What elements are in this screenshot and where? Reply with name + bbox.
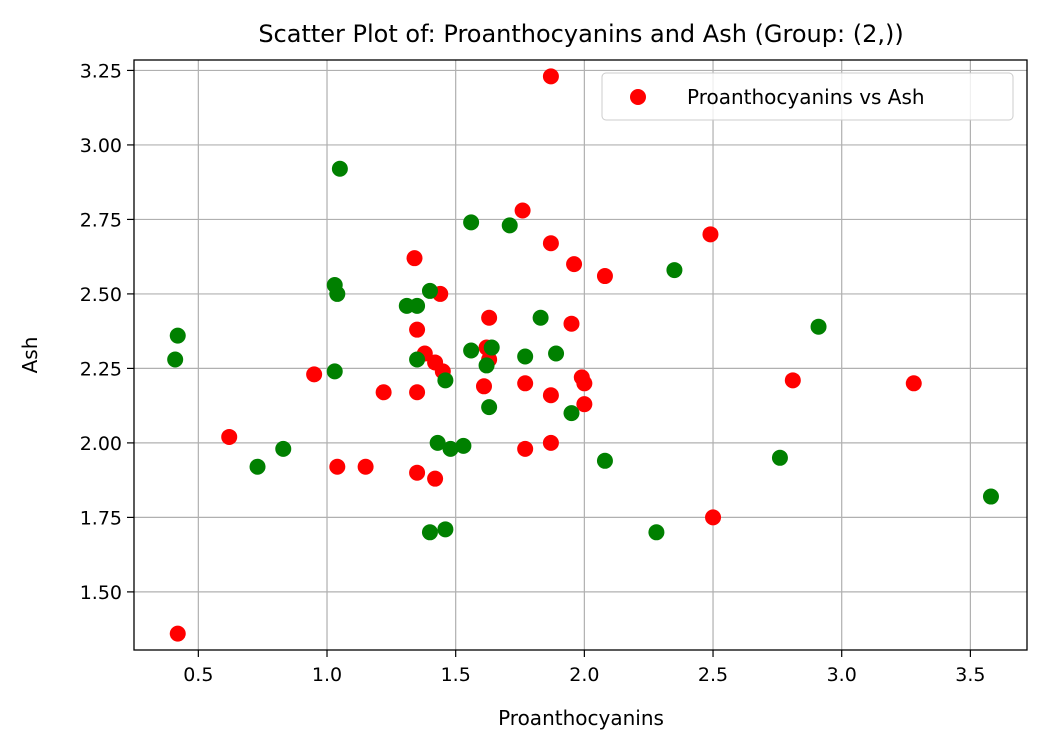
scatter-point-red <box>409 464 426 481</box>
scatter-point-red <box>475 378 492 395</box>
scatter-point-red <box>702 226 719 243</box>
axis-ticks: 0.5 1.0 1.5 2.0 2.5 3.0 3.5 1.50 1.75 2.00 2.25 2.5… <box>80 60 986 686</box>
scatter-point-red <box>542 434 559 451</box>
y-tick-label: 2.50 <box>80 284 122 306</box>
scatter-point-green <box>275 440 292 457</box>
y-tick-label: 3.25 <box>80 60 122 82</box>
chart-title: Scatter Plot of: Proanthocyanins and Ash… <box>258 20 903 48</box>
scatter-point-green <box>648 524 665 541</box>
scatter-point-red <box>563 315 580 332</box>
scatter-point-green <box>331 160 348 177</box>
scatter-point-green <box>409 351 426 368</box>
scatter-point-green <box>326 363 343 380</box>
scatter-point-red <box>221 428 238 445</box>
scatter-point-red <box>784 372 801 389</box>
y-tick-label: 2.75 <box>80 209 122 231</box>
scatter-point-green <box>666 262 683 279</box>
scatter-point-green <box>478 357 495 374</box>
scatter-point-red <box>705 509 722 526</box>
x-tick-label: 2.5 <box>698 664 728 686</box>
x-tick-label: 1.0 <box>312 664 342 686</box>
scatter-point-red <box>169 625 186 642</box>
y-tick-label: 1.75 <box>80 507 122 529</box>
scatter-point-red <box>514 202 531 219</box>
scatter-point-green <box>169 327 186 344</box>
x-tick-label: 0.5 <box>183 664 213 686</box>
scatter-point-green <box>437 521 454 538</box>
scatter-point-green <box>167 351 184 368</box>
y-tick-label: 2.25 <box>80 358 122 380</box>
scatter-point-green <box>421 524 438 541</box>
scatter-point-red <box>427 470 444 487</box>
scatter-point-red <box>542 387 559 404</box>
legend: Proanthocyanins vs Ash <box>601 72 1014 121</box>
scatter-point-green <box>517 348 534 365</box>
scatter-point-green <box>463 342 480 359</box>
scatter-point-green <box>771 449 788 466</box>
y-tick-label: 1.50 <box>80 582 122 604</box>
scatter-point-red <box>329 458 346 475</box>
legend-marker <box>630 89 646 105</box>
scatter-point-green <box>455 437 472 454</box>
scatter-point-green <box>501 217 518 234</box>
x-tick-label: 2.0 <box>569 664 599 686</box>
scatter-point-green <box>532 309 549 326</box>
scatter-point-green <box>982 488 999 505</box>
scatter-point-red <box>517 375 534 392</box>
scatter-point-red <box>542 68 559 85</box>
scatter-point-red <box>905 375 922 392</box>
scatter-point-green <box>563 405 580 422</box>
data-points <box>167 68 999 642</box>
grid-lines <box>134 60 1027 650</box>
scatter-point-red <box>517 440 534 457</box>
scatter-point-red <box>306 366 323 383</box>
scatter-point-green <box>481 399 498 416</box>
scatter-point-red <box>406 250 423 267</box>
x-tick-label: 3.5 <box>955 664 985 686</box>
x-tick-label: 1.5 <box>441 664 471 686</box>
legend-frame <box>601 72 1014 121</box>
scatter-point-red <box>566 256 583 273</box>
scatter-point-red <box>576 375 593 392</box>
y-axis-label: Ash <box>18 337 42 374</box>
scatter-point-red <box>375 384 392 401</box>
scatter-point-green <box>329 285 346 302</box>
scatter-point-green <box>437 372 454 389</box>
scatter-point-green <box>421 282 438 299</box>
y-tick-label: 2.00 <box>80 433 122 455</box>
scatter-point-green <box>442 440 459 457</box>
plot-frame <box>133 59 1028 651</box>
x-tick-label: 3.0 <box>827 664 857 686</box>
x-axis-label: Proanthocyanins <box>498 706 664 730</box>
legend-label: Proanthocyanins vs Ash <box>687 85 925 109</box>
y-tick-label: 3.00 <box>80 135 122 157</box>
scatter-point-red <box>576 396 593 413</box>
scatter-point-red <box>409 384 426 401</box>
scatter-point-green <box>810 318 827 335</box>
scatter-point-red <box>357 458 374 475</box>
scatter-point-green <box>429 434 446 451</box>
scatter-point-green <box>548 345 565 362</box>
scatter-point-red <box>596 268 613 285</box>
scatter-point-green <box>483 339 500 356</box>
scatter-point-red <box>481 309 498 326</box>
scatter-point-red <box>542 235 559 252</box>
scatter-point-red <box>409 321 426 338</box>
scatter-point-green <box>463 214 480 231</box>
scatter-point-green <box>596 452 613 469</box>
scatter-point-green <box>409 297 426 314</box>
scatter-point-green <box>249 458 266 475</box>
